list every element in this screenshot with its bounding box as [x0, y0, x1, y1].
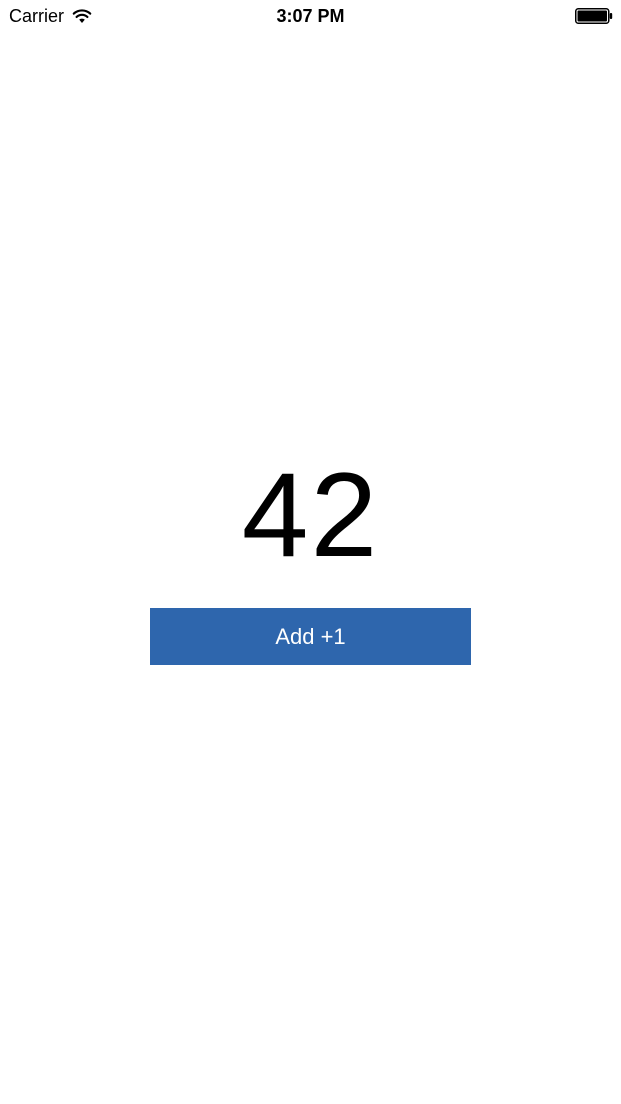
status-time: 3:07 PM: [276, 6, 345, 26]
battery-full-icon: [575, 8, 613, 24]
add-one-button[interactable]: Add +1: [150, 608, 471, 665]
status-bar: Carrier 3:07 PM: [0, 0, 621, 32]
wifi-icon: [72, 9, 92, 23]
carrier-label: Carrier: [9, 6, 65, 26]
counter-value: 42: [241, 448, 380, 582]
carrier-group: Carrier: [9, 5, 92, 27]
